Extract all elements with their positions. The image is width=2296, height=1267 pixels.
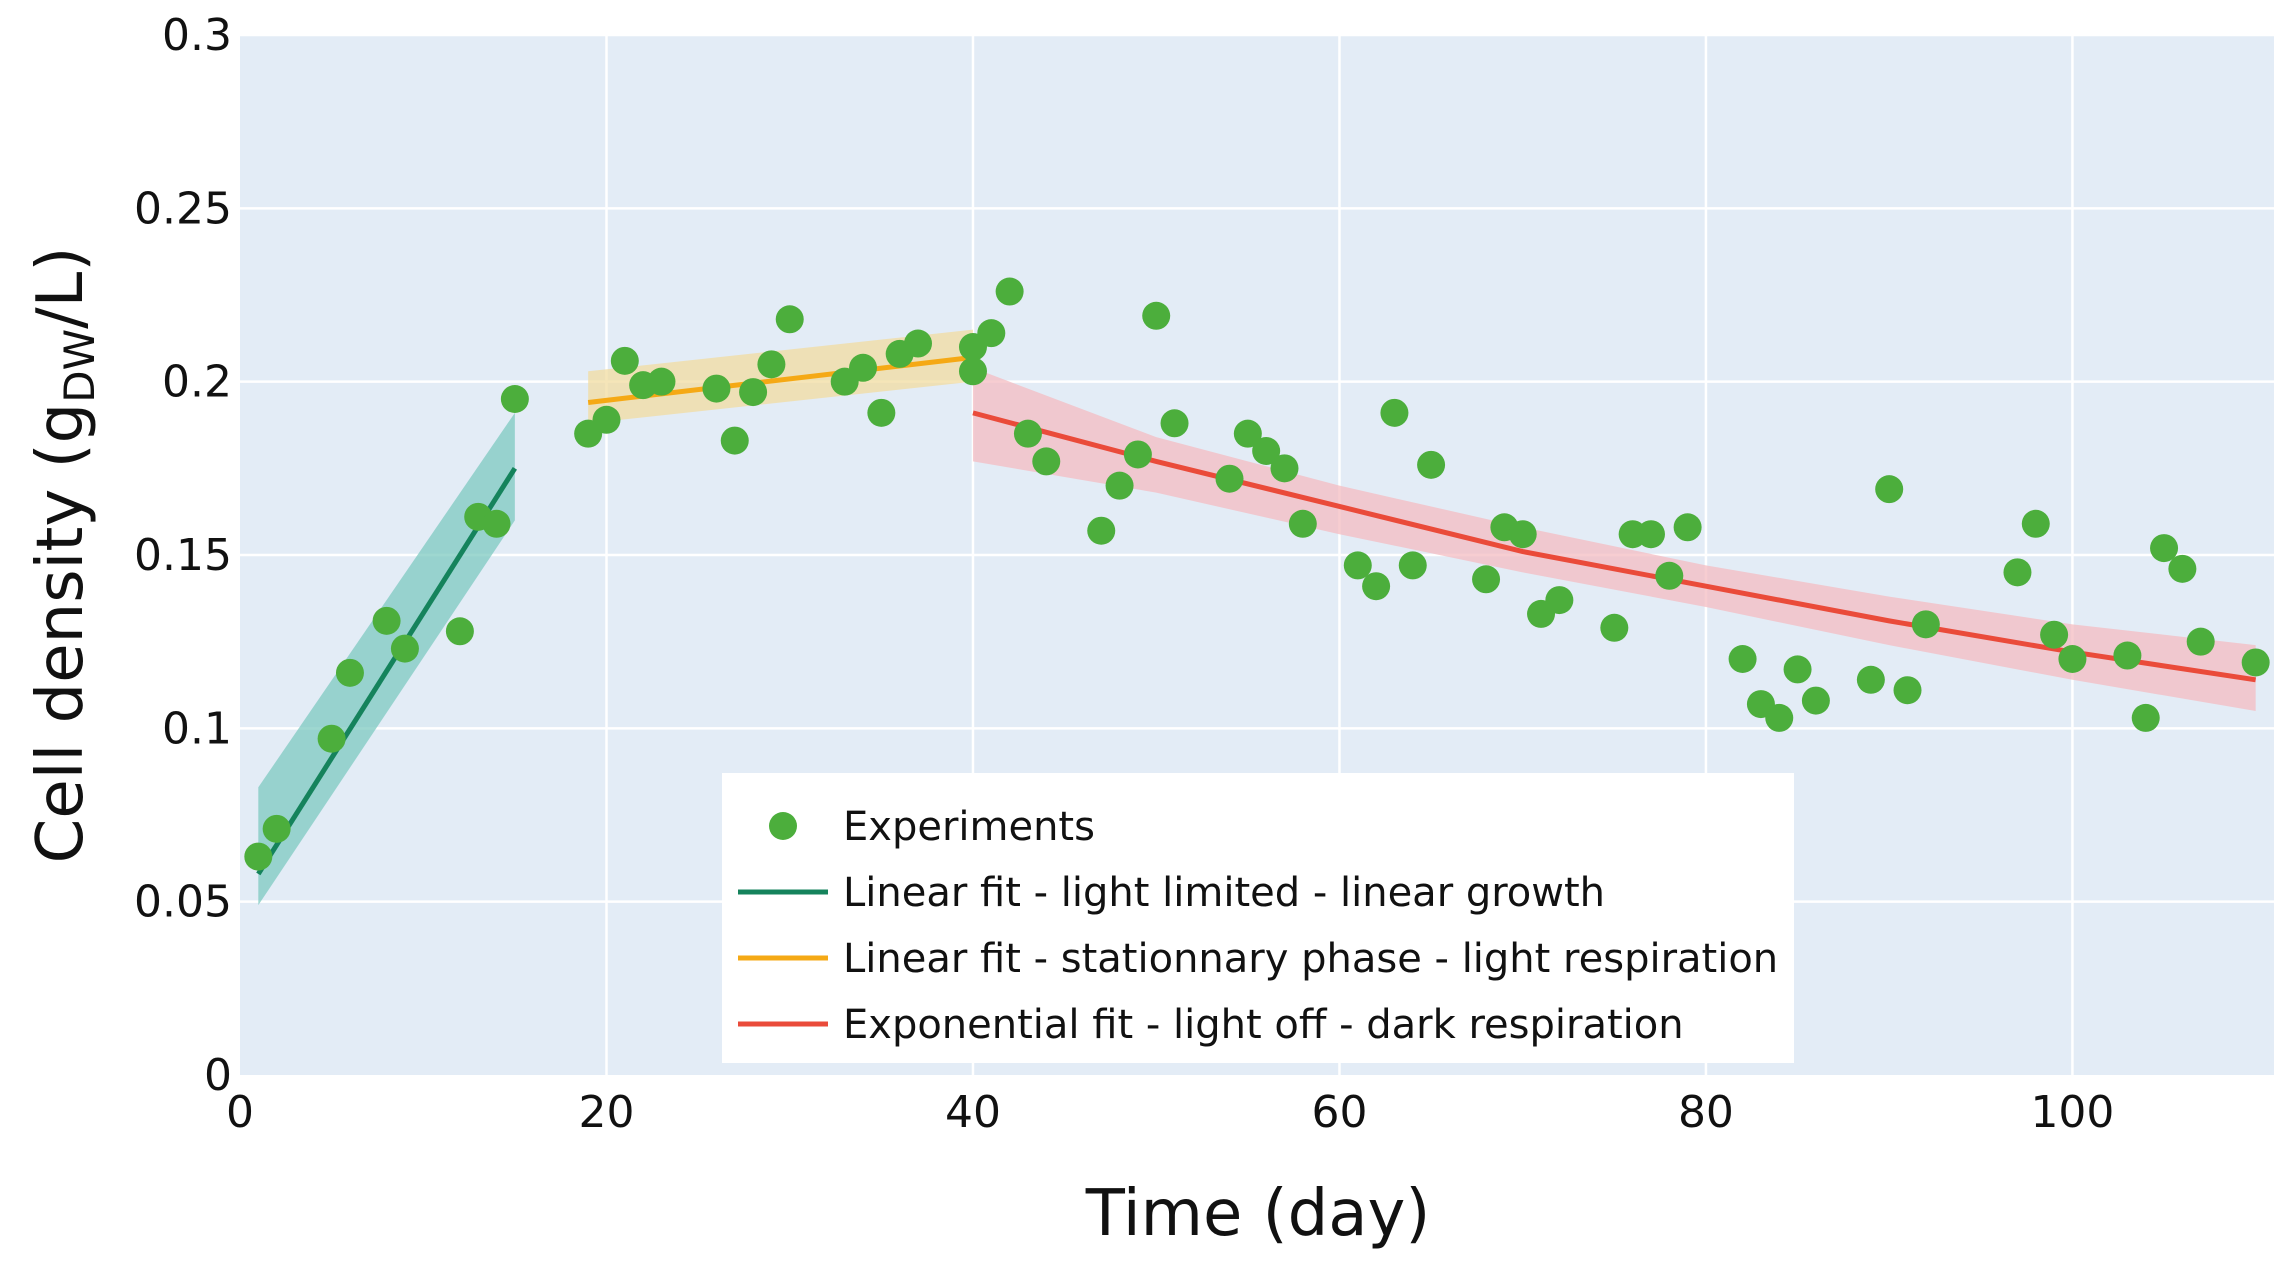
y-tick-label: 0.3 bbox=[162, 10, 232, 61]
data-point bbox=[739, 378, 768, 407]
fit-line bbox=[972, 410, 2257, 683]
x-tick-label: 100 bbox=[2030, 1087, 2114, 1138]
data-point bbox=[702, 374, 731, 403]
data-point bbox=[2058, 645, 2087, 673]
data-point bbox=[445, 617, 474, 646]
data-point bbox=[2186, 627, 2215, 656]
data-point bbox=[2113, 641, 2142, 670]
y-axis-title: Cell density (gDW/L) bbox=[24, 247, 104, 864]
data-point bbox=[1893, 676, 1922, 705]
x-tick-label: 20 bbox=[578, 1087, 634, 1138]
legend-label: Exponential fit - light off - dark respi… bbox=[843, 1002, 1684, 1048]
x-tick-label: 0 bbox=[226, 1087, 254, 1138]
data-point bbox=[1215, 464, 1244, 493]
data-point bbox=[2168, 554, 2197, 583]
data-point bbox=[2040, 620, 2069, 649]
data-point bbox=[1783, 655, 1812, 684]
data-point bbox=[1472, 565, 1501, 594]
x-axis-title: Time (day) bbox=[1085, 1177, 1431, 1251]
data-point bbox=[1545, 586, 1574, 615]
data-point bbox=[1765, 703, 1794, 732]
x-tick-label: 40 bbox=[945, 1087, 1001, 1138]
data-point bbox=[1673, 513, 1702, 542]
data-point bbox=[647, 367, 676, 396]
data-point bbox=[1288, 509, 1317, 538]
data-point bbox=[2131, 703, 2160, 732]
data-point bbox=[958, 357, 987, 386]
data-point bbox=[1270, 454, 1299, 483]
data-point bbox=[1636, 520, 1665, 549]
data-point bbox=[244, 842, 273, 871]
data-point bbox=[1142, 301, 1171, 330]
data-point bbox=[1398, 551, 1427, 580]
data-point bbox=[262, 814, 291, 843]
y-tick-labels: 0 0.05 0.1 0.15 0.2 0.25 0.3 bbox=[134, 10, 232, 1101]
data-point bbox=[390, 634, 419, 663]
data-point bbox=[372, 606, 401, 635]
data-point bbox=[720, 426, 749, 455]
data-point bbox=[1013, 419, 1042, 448]
data-point bbox=[1600, 613, 1629, 642]
data-point bbox=[592, 405, 621, 434]
legend-marker bbox=[769, 812, 797, 840]
legend-label: Linear fit - light limited - linear grow… bbox=[843, 870, 1605, 916]
legend-box bbox=[722, 773, 1794, 1063]
data-point bbox=[1655, 561, 1684, 590]
fit-line bbox=[256, 466, 517, 876]
y-axis-title-main: Cell density (g bbox=[24, 403, 98, 864]
data-point bbox=[904, 329, 932, 358]
y-tick-label: 0.1 bbox=[162, 703, 232, 754]
y-tick-label: 0.2 bbox=[162, 357, 232, 408]
data-point bbox=[1380, 398, 1409, 427]
y-tick-label: 0 bbox=[204, 1050, 232, 1101]
data-point bbox=[317, 724, 346, 753]
y-tick-label: 0.05 bbox=[134, 877, 232, 928]
data-point bbox=[1087, 516, 1116, 545]
data-point bbox=[1343, 551, 1372, 580]
data-point bbox=[1233, 419, 1262, 448]
data-point bbox=[1417, 450, 1446, 479]
data-point bbox=[849, 353, 878, 382]
x-tick-label: 60 bbox=[1311, 1087, 1367, 1138]
legend-label: Experiments bbox=[843, 804, 1095, 850]
grid-lines bbox=[240, 33, 2274, 1075]
data-point bbox=[335, 658, 364, 687]
data-point bbox=[1508, 520, 1537, 549]
data-point bbox=[995, 277, 1024, 306]
y-tick-label: 0.25 bbox=[134, 183, 232, 234]
data-point bbox=[867, 398, 896, 427]
data-point bbox=[2241, 648, 2270, 677]
y-axis-title-end: /L) bbox=[24, 247, 98, 329]
data-point bbox=[1801, 686, 1830, 715]
data-point bbox=[977, 319, 1006, 348]
y-axis-title-subscript: DW bbox=[55, 329, 104, 403]
y-tick-label: 0.15 bbox=[134, 530, 232, 581]
data-point bbox=[1105, 471, 1134, 500]
data-point bbox=[1160, 409, 1189, 438]
data-point bbox=[1728, 645, 1757, 673]
data-point bbox=[1362, 572, 1391, 601]
x-tick-labels: 0 20 40 60 80 100 bbox=[226, 1087, 2114, 1138]
data-point bbox=[1032, 447, 1061, 476]
data-point bbox=[2021, 509, 2050, 538]
data-point bbox=[1875, 475, 1904, 504]
data-point bbox=[1911, 610, 1940, 639]
data-point bbox=[1252, 437, 1281, 465]
data-point bbox=[1856, 665, 1885, 694]
data-point bbox=[757, 350, 786, 379]
experiment-points bbox=[244, 277, 2270, 871]
data-point bbox=[2150, 534, 2179, 563]
legend-label: Linear fit - stationnary phase - light r… bbox=[843, 936, 1778, 982]
data-point bbox=[775, 305, 804, 334]
data-point bbox=[610, 346, 639, 375]
x-tick-label: 80 bbox=[1678, 1087, 1734, 1138]
legend: Experiments Linear fit - light limited - … bbox=[722, 773, 1794, 1063]
data-point bbox=[2003, 558, 2032, 587]
confidence-band bbox=[258, 412, 515, 906]
data-point bbox=[500, 385, 529, 413]
confidence-band bbox=[588, 329, 973, 424]
data-point bbox=[1123, 440, 1152, 469]
data-point bbox=[482, 509, 511, 538]
